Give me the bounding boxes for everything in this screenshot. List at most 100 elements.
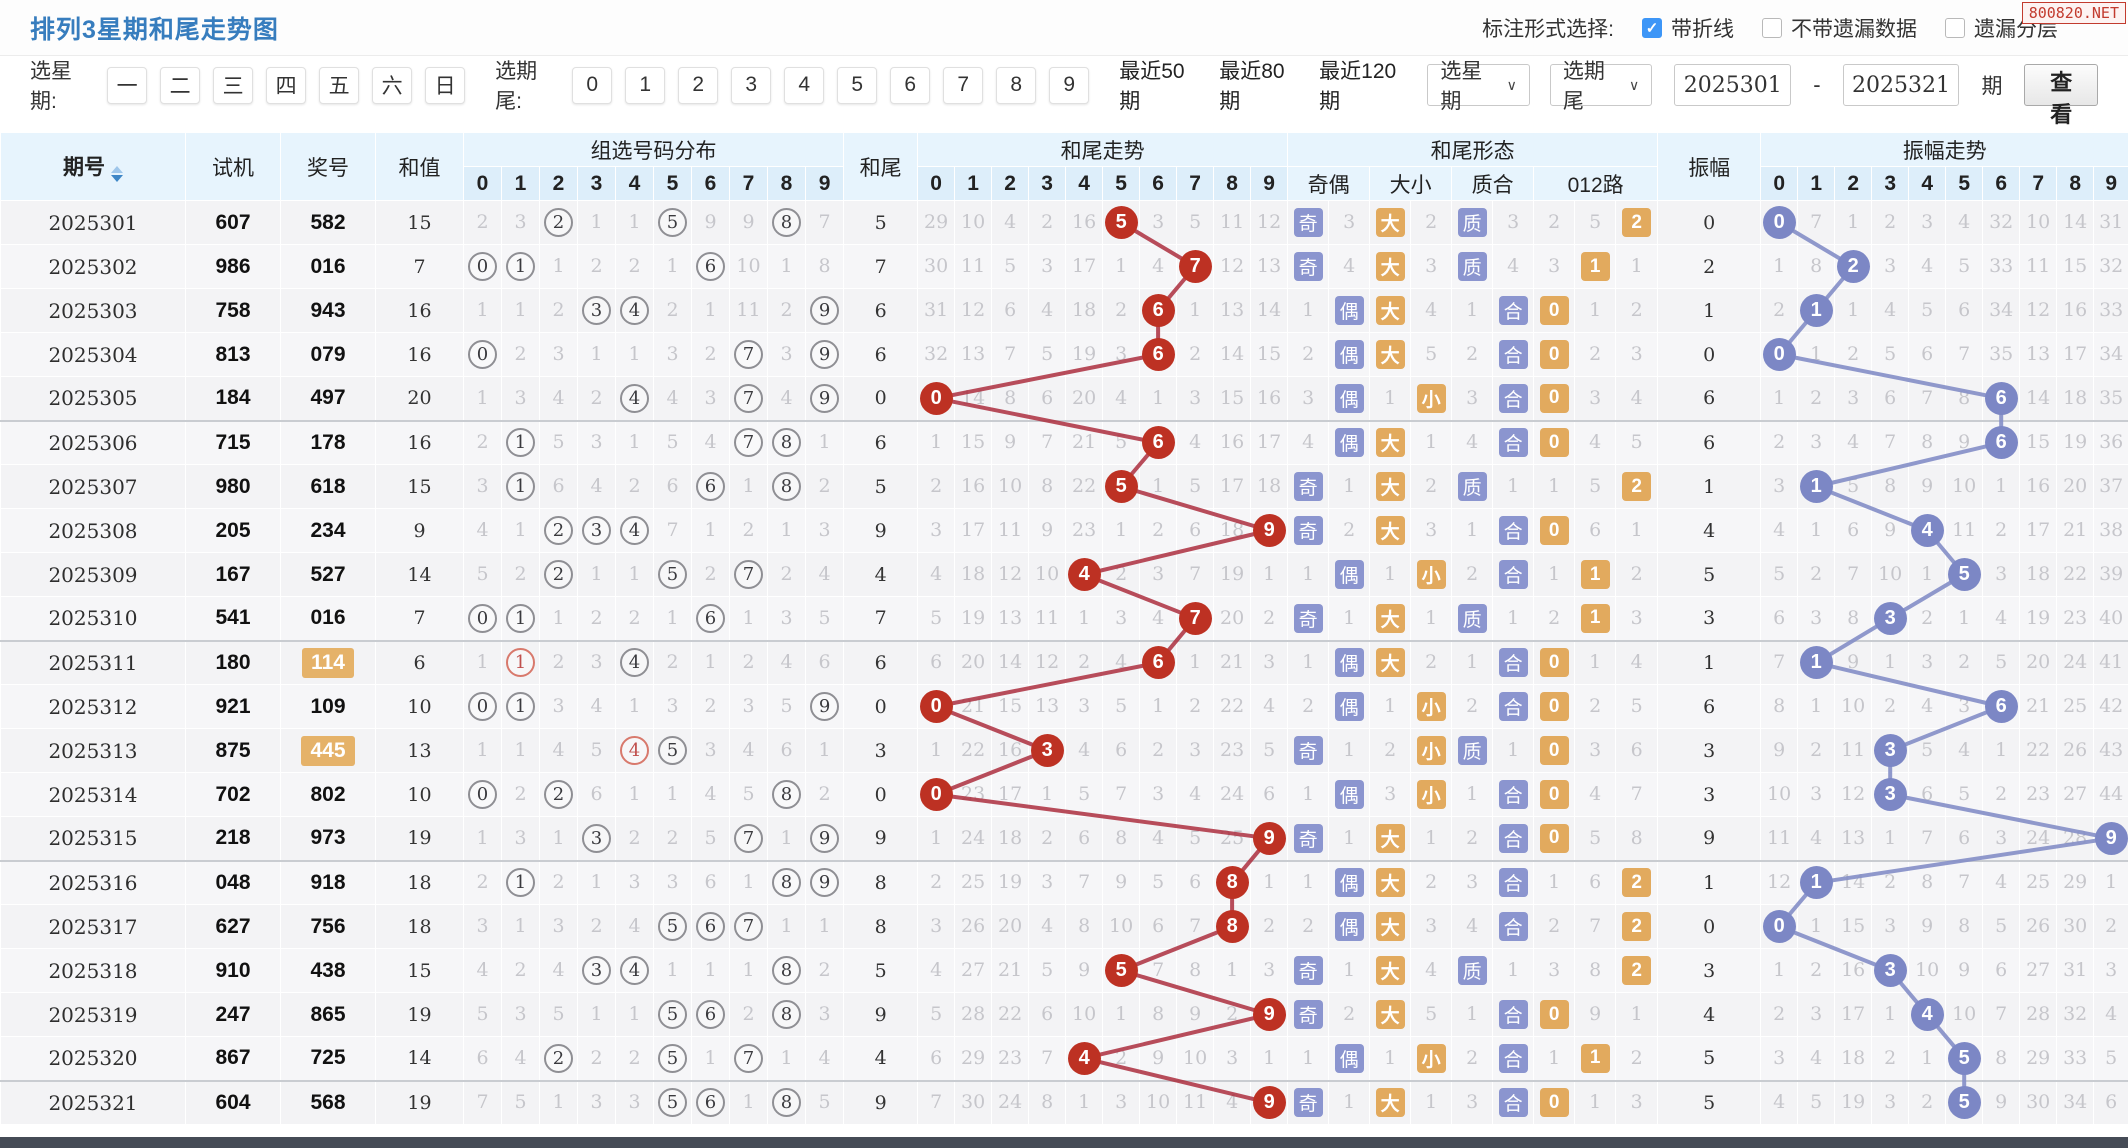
dist-cell: 4 [501, 1036, 540, 1082]
tail-digit-button[interactable]: 9 [1049, 66, 1090, 104]
week-button[interactable]: 日 [425, 66, 466, 104]
prize-value: 109 [310, 694, 346, 718]
checkbox-icon[interactable] [1945, 17, 1965, 38]
issue-column-header[interactable]: 期号 [0, 132, 186, 201]
amp-trend-cell: 30 [2056, 904, 2095, 949]
amp-trend-cell: 27 [2056, 772, 2095, 817]
miss-count: 24 [961, 826, 986, 849]
period-from-input[interactable]: 2025301 [1674, 64, 1792, 106]
tail-trend-cell: 18 [1250, 464, 1289, 509]
tail-badge: 9 [1252, 514, 1286, 547]
tail-trend-cell: 5 [917, 992, 956, 1037]
dist-cell: 3 [804, 508, 845, 553]
tail-digit-button[interactable]: 3 [731, 66, 772, 104]
range-link[interactable]: 最近80期 [1219, 60, 1285, 113]
amp-trend-cell: 3 [1908, 200, 1947, 245]
miss-count: 2 [514, 563, 527, 585]
sum-cell: 20 [375, 376, 464, 422]
tail-trend-cell: 9 [1102, 860, 1141, 905]
miss-count: 34 [1989, 299, 2014, 321]
dist-cell: 2 [501, 948, 540, 993]
amp-trend-cell: 2 [1760, 288, 1799, 333]
tail-trend-cell: 12 [1213, 244, 1252, 289]
annotation-options-label: 标注形式选择: [1482, 17, 1614, 41]
miss-count: 12 [2026, 299, 2051, 321]
week-button[interactable]: 四 [266, 66, 307, 104]
miss-count: 7 [1152, 959, 1165, 981]
view-button[interactable]: 查看 [2024, 64, 2098, 127]
checkbox-option-1[interactable]: 不带遗漏数据 [1762, 13, 1917, 43]
tail-badge: 8 [1215, 910, 1249, 943]
tail-digit-button[interactable]: 7 [943, 66, 984, 104]
tail-cell: 9 [843, 1080, 919, 1125]
amp-trend-cell: 4 [1797, 816, 1836, 862]
dist-cell: 5 [653, 992, 692, 1037]
tail-trend-cell: 10 [1102, 904, 1141, 949]
miss-count: 1 [1189, 651, 1202, 674]
week-button[interactable]: 二 [160, 66, 201, 104]
checkbox-icon[interactable]: ✓ [1642, 17, 1662, 38]
miss-count: 25 [2063, 695, 2088, 717]
miss-count: 6 [1041, 1003, 1054, 1025]
prime-composite-badge: 合 [1498, 823, 1528, 853]
road-badge: 0 [1539, 1088, 1569, 1118]
checkbox-label: 带折线 [1671, 17, 1734, 41]
week-button[interactable]: 六 [372, 66, 413, 104]
machine-column-header: 试机 [185, 132, 281, 201]
dist-hit-circle: 4 [620, 648, 649, 678]
miss-count: 1 [704, 519, 717, 541]
tail-trend-cell: 15 [1250, 332, 1289, 377]
amp-trend-cell: 10 [2019, 200, 2058, 245]
miss-count: 9 [1004, 431, 1017, 454]
road-badge: 1 [1580, 252, 1610, 281]
checkbox-icon[interactable] [1762, 17, 1782, 38]
miss-count: 1 [514, 739, 527, 761]
tail-digit-button[interactable]: 6 [890, 66, 931, 104]
tail-digit-button[interactable]: 2 [678, 66, 719, 104]
tail-digit-button[interactable]: 4 [784, 66, 825, 104]
select-dropdown-1[interactable]: 选期尾 ∨ [1549, 60, 1653, 113]
miss-count: 3 [1921, 211, 1934, 233]
sort-icon[interactable] [111, 166, 123, 182]
dist-cell: 8 [767, 948, 806, 993]
amp-cell: 1 [1657, 860, 1762, 905]
tail-digit-button[interactable]: 5 [837, 66, 878, 104]
tail-trend-cell: 17 [1065, 244, 1104, 289]
dist-cell: 4 [615, 640, 654, 685]
miss-count: 8 [1630, 826, 1643, 849]
range-link[interactable]: 最近120期 [1319, 60, 1397, 113]
tail-badge: 6 [1141, 338, 1175, 371]
week-button[interactable]: 五 [319, 66, 360, 104]
tail-trend-cell: 2 [1250, 596, 1289, 642]
tail-trend-cell: 5 [1139, 860, 1178, 905]
road-cell: 0 [1533, 420, 1576, 465]
prize-value: 527 [310, 562, 346, 586]
week-button[interactable]: 三 [213, 66, 254, 104]
select-dropdown-0[interactable]: 选星期 ∨ [1427, 60, 1530, 113]
range-link[interactable]: 最近50期 [1119, 60, 1185, 113]
miss-count: 3 [1078, 695, 1091, 717]
tail-digit-button[interactable]: 1 [625, 66, 666, 104]
tail-digit-button[interactable]: 8 [996, 66, 1037, 104]
amp-trend-cell: 6 [1982, 376, 2021, 422]
prime-composite-cell: 合 [1492, 992, 1535, 1037]
issue-cell: 2025306 [0, 420, 186, 465]
miss-count: 1 [1343, 606, 1356, 629]
miss-count: 24 [998, 1091, 1023, 1114]
miss-count: 4 [1226, 1091, 1239, 1114]
road-badge: 0 [1539, 296, 1569, 325]
miss-count: 3 [1589, 739, 1602, 761]
site-watermark: 800820.NET [2021, 2, 2126, 24]
checkbox-option-0[interactable]: ✓ 带折线 [1642, 13, 1734, 43]
tail-trend-cell: 6 [1028, 992, 1067, 1037]
period-to-input[interactable]: 2025321 [1842, 64, 1960, 106]
miss-count: 2 [1589, 343, 1602, 365]
tail-trend-cell: 6 [1176, 508, 1215, 553]
dist-cell: 2 [463, 200, 502, 245]
tail-digit-button[interactable]: 0 [572, 66, 613, 104]
amp-trend-cell: 6 [1871, 376, 1910, 422]
road-cell: 0 [1533, 332, 1576, 377]
miss-count: 5 [514, 1091, 527, 1114]
week-button[interactable]: 一 [107, 66, 148, 104]
dist-cell: 6 [463, 1036, 502, 1082]
